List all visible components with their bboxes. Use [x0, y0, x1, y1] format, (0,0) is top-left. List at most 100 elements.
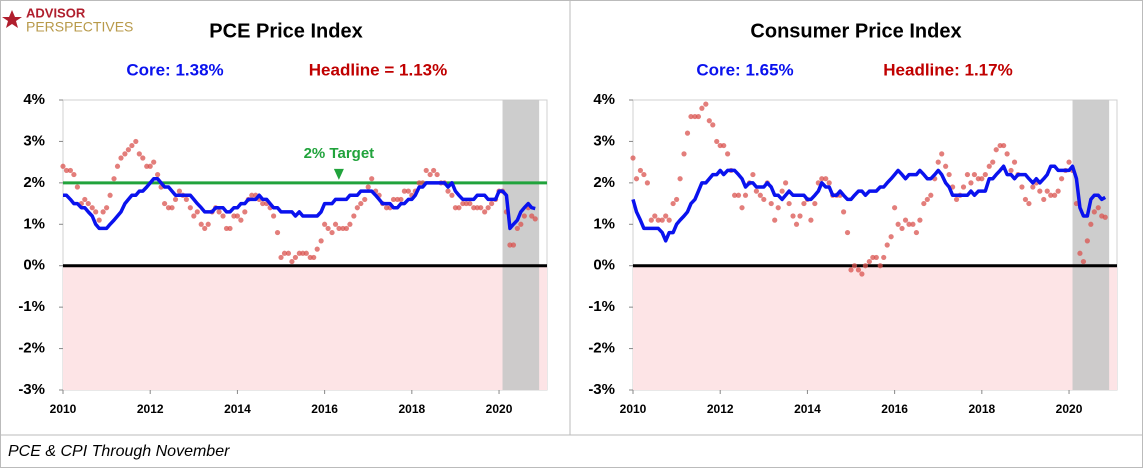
x-tick-label: 2016 [311, 402, 338, 416]
headline-point [790, 213, 796, 219]
headline-point [220, 213, 226, 219]
headline-point [663, 213, 669, 219]
headline-point [343, 225, 350, 232]
headline-point [329, 229, 335, 236]
headline-point [681, 151, 687, 157]
x-tick-label: 2012 [137, 402, 164, 416]
headline-point [118, 155, 124, 161]
legend-label: Headline = 1.13% [309, 60, 447, 79]
headline-point [398, 196, 404, 203]
headline-point [721, 142, 727, 149]
y-tick-label: 1% [23, 215, 45, 232]
headline-point [637, 167, 644, 174]
headline-point [1059, 176, 1065, 182]
y-tick-label: 0% [23, 257, 45, 274]
y-tick-label: -3% [588, 381, 615, 398]
headline-point [358, 200, 364, 207]
headline-point [431, 167, 437, 174]
x-tick-label: 2010 [620, 402, 647, 416]
headline-point [750, 171, 756, 178]
headline-point [772, 217, 778, 223]
headline-point [775, 205, 781, 211]
headline-point [71, 171, 77, 178]
headline-point [140, 155, 146, 161]
headline-point [1001, 142, 1007, 149]
headline-point [757, 192, 763, 198]
y-tick-label: -3% [18, 381, 45, 398]
headline-point [684, 130, 691, 136]
headline-point [648, 217, 654, 223]
headline-point [67, 167, 74, 174]
headline-point [786, 200, 792, 207]
headline-point [1048, 192, 1054, 198]
headline-point [913, 229, 920, 236]
x-tick-label: 2018 [398, 402, 425, 416]
headline-point [278, 254, 284, 261]
headline-point [401, 188, 408, 194]
headline-point [968, 180, 974, 186]
headline-point [74, 184, 80, 190]
headline-point [964, 171, 971, 178]
headline-point [659, 217, 665, 223]
headline-point [1088, 221, 1094, 227]
headline-point [884, 242, 890, 248]
x-tick-label: 2018 [968, 402, 995, 416]
x-tick-label: 2010 [50, 402, 77, 416]
headline-point [478, 205, 484, 211]
headline-point [1066, 159, 1072, 165]
headline-point [939, 151, 945, 157]
headline-point [169, 205, 175, 211]
headline-point [1019, 184, 1025, 190]
headline-point [943, 163, 949, 169]
headline-point [855, 267, 862, 273]
headline-point [906, 221, 912, 227]
headline-point [1044, 188, 1050, 194]
headline-point [314, 246, 320, 252]
x-tick-label: 2020 [1056, 402, 1083, 416]
headline-point [739, 205, 745, 211]
y-tick-label: -1% [588, 298, 615, 315]
headline-point [242, 209, 248, 215]
headline-point [318, 238, 324, 244]
headline-point [674, 196, 680, 203]
headline-point [823, 176, 829, 182]
headline-point [793, 221, 800, 227]
headline-point [902, 217, 909, 223]
y-tick-label: -2% [588, 340, 615, 357]
headline-point [630, 155, 636, 161]
headline-point [706, 118, 712, 124]
headline-point [808, 217, 814, 223]
headline-point [354, 205, 360, 211]
headline-point [819, 176, 825, 182]
headline-point [953, 196, 960, 203]
legend-label: Core: 1.38% [126, 60, 223, 79]
headline-point [1080, 258, 1087, 265]
headline-point [960, 184, 967, 190]
headline-point [1041, 196, 1047, 203]
headline-point [198, 221, 204, 227]
core-line [631, 164, 1107, 243]
headline-point [249, 192, 255, 198]
headline-point [151, 159, 157, 165]
headline-point [921, 200, 927, 207]
headline-point [114, 163, 121, 169]
headline-point [714, 138, 720, 145]
headline-point [710, 122, 716, 128]
headline-point [881, 254, 887, 261]
headline-point [322, 221, 328, 227]
headline-point [924, 196, 930, 203]
headline-point [644, 180, 650, 186]
x-tick-label: 2014 [794, 402, 821, 416]
x-tick-label: 2020 [486, 402, 513, 416]
headline-point [779, 188, 785, 194]
headline-point [1052, 192, 1058, 198]
headline-point [1102, 214, 1108, 220]
headline-point [826, 180, 832, 186]
y-tick-label: 2% [593, 174, 615, 191]
shaded-period [1072, 100, 1110, 390]
y-tick-label: 1% [593, 215, 615, 232]
headline-point [753, 188, 759, 194]
headline-point [489, 200, 495, 207]
headline-point [946, 171, 952, 178]
headline-point [1055, 188, 1061, 194]
